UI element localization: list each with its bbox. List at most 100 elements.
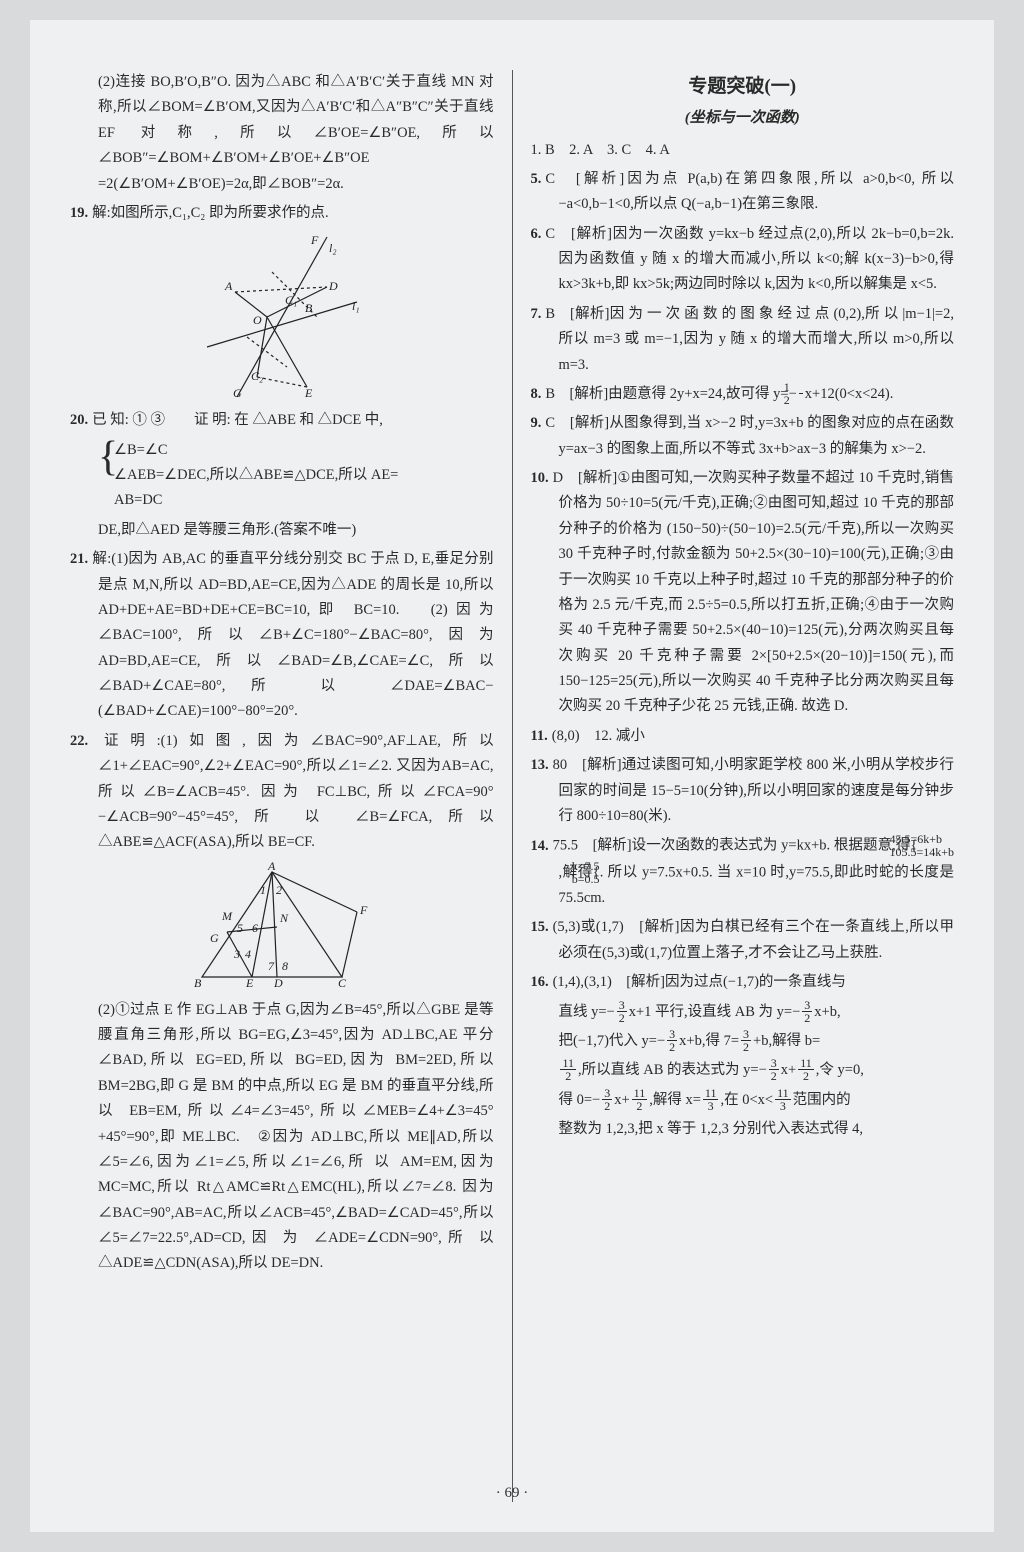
- p16-l3: 112,所以直线 AB 的表达式为 y=−32x+112,令 y=0,: [530, 1058, 954, 1083]
- p15-text: (5,3)或(1,7) [解析]因为白棋已经有三个在一条直线上,所以甲必须在(5…: [553, 919, 954, 960]
- p22-num: 22.: [70, 733, 88, 749]
- p21-text: 解:(1)因为 AB,AC 的垂直平分线分别交 BC 于点 D, E,垂足分别是…: [92, 551, 493, 719]
- page-sheet: (2)连接 BO,B′O,B″O. 因为△ABC 和△A′B′C′关于直线 MN…: [30, 20, 994, 1532]
- svg-text:F: F: [310, 233, 319, 247]
- p11-num: 11.: [530, 728, 547, 744]
- right-column: 专题突破(一) (坐标与一次函数) 1. B 2. A 3. C 4. A 5.…: [530, 70, 954, 1502]
- p10-num: 10.: [530, 470, 548, 486]
- p20-brace: { ∠B=∠C ∠AEB=∠DEC,所以△ABE≌△DCE,所以 AE= AB=…: [70, 438, 494, 514]
- p13: 13. 80 [解析]通过读图可知,小明家距学校 800 米,小明从学校步行回家的…: [530, 753, 954, 829]
- svg-text:G: G: [233, 386, 242, 400]
- p15: 15. (5,3)或(1,7) [解析]因为白棋已经有三个在一条直线上,所以甲必须…: [530, 915, 954, 966]
- geo-figure-1: F l₂ A D O B C₁ l₁ C₂ G E: [197, 232, 367, 402]
- p14: 14.75.5 [解析]设一次函数的表达式为 y=kx+b. 根据题意,得{45…: [530, 833, 954, 911]
- svg-text:C: C: [338, 976, 347, 990]
- p9-num: 9.: [530, 415, 541, 431]
- left-column: (2)连接 BO,B′O,B″O. 因为△ABC 和△A′B′C′关于直线 MN…: [70, 70, 494, 1502]
- p7-num: 7.: [530, 306, 541, 322]
- p21: 21.解:(1)因为 AB,AC 的垂直平分线分别交 BC 于点 D, E,垂足…: [70, 547, 494, 725]
- svg-text:6: 6: [252, 921, 258, 935]
- p19-figure: F l₂ A D O B C₁ l₁ C₂ G E: [70, 232, 494, 402]
- geo-figure-2: A M N F G 12 56 34 78 B E D C: [182, 862, 382, 992]
- p20-l3: AB=DC: [114, 488, 494, 513]
- svg-text:8: 8: [282, 959, 288, 973]
- p7: 7.B [解析]因 为 一 次 函 数 的 图 象 经 过 点 (0,2),所 …: [530, 302, 954, 378]
- svg-text:A: A: [224, 279, 233, 293]
- p22-part1: 22.证明:(1)如图,因为∠BAC=90°,AF⊥AE,所以∠1+∠EAC=9…: [70, 729, 494, 856]
- svg-text:5: 5: [237, 921, 243, 935]
- svg-text:M: M: [221, 909, 233, 923]
- p6-num: 6.: [530, 226, 541, 242]
- p22-part2: (2)①过点 E 作 EG⊥AB 于点 G,因为∠B=45°,所以△GBE 是等…: [70, 998, 494, 1277]
- p6-text: C [解析]因为一次函数 y=kx−b 经过点(2,0),所以 2k−b=0,b…: [545, 226, 954, 293]
- p16-l4: 得 0=−32x+112,解得 x=113,在 0<x<113范围内的: [530, 1088, 954, 1113]
- p8-b: x+12(0<x<24).: [805, 386, 894, 402]
- p20-l4: DE,即△AED 是等腰三角形.(答案不唯一): [70, 518, 494, 543]
- p14-b: . 所以 y=7.5x+0.5. 当 x=10 时,y=75.5,即此时蛇的长度…: [558, 864, 954, 906]
- svg-text:B: B: [305, 301, 313, 315]
- p18-continuation: (2)连接 BO,B′O,B″O. 因为△ABC 和△A′B′C′关于直线 MN…: [70, 70, 494, 197]
- svg-text:l₁: l₁: [352, 299, 360, 313]
- p20-l1: ∠B=∠C: [114, 438, 494, 463]
- p19-num: 19.: [70, 205, 88, 221]
- p10-text: D [解析]①由图可知,一次购买种子数量不超过 10 千克时,销售价格为 50÷…: [553, 470, 954, 714]
- svg-text:C₁: C₁: [285, 293, 297, 307]
- p8-num: 8.: [530, 386, 541, 402]
- p19-text: 解:如图所示,C₁,C₂ 即为所要求作的点.: [92, 205, 328, 221]
- svg-text:l₂: l₂: [329, 241, 337, 255]
- section-subtitle: (坐标与一次函数): [530, 105, 954, 131]
- svg-text:2: 2: [276, 883, 282, 897]
- svg-text:G: G: [210, 931, 219, 945]
- p8-a: B [解析]由题意得 2y+x=24,故可得 y=−: [545, 386, 796, 402]
- svg-text:F: F: [359, 903, 368, 917]
- p8: 8.B [解析]由题意得 2y+x=24,故可得 y=−12x+12(0<x<2…: [530, 382, 954, 407]
- p16-l2: 把(−1,7)代入 y=−32x+b,得 7=32+b,解得 b=: [530, 1029, 954, 1054]
- svg-text:3: 3: [233, 947, 240, 961]
- p13-text: 80 [解析]通过读图可知,小明家距学校 800 米,小明从学校步行回家的时间是…: [553, 757, 954, 824]
- p20-num: 20.: [70, 412, 88, 428]
- p14-num: 14.: [530, 838, 548, 854]
- svg-text:N: N: [279, 911, 289, 925]
- svg-text:O: O: [253, 313, 262, 327]
- p15-num: 15.: [530, 919, 548, 935]
- p14-a: 75.5 [解析]设一次函数的表达式为 y=kx+b. 根据题意,得{: [553, 838, 918, 854]
- p16-l1: 直线 y=−32x+1 平行,设直线 AB 为 y=−32x+b,: [530, 1000, 954, 1025]
- p21-num: 21.: [70, 551, 88, 567]
- p6: 6.C [解析]因为一次函数 y=kx−b 经过点(2,0),所以 2k−b=0…: [530, 222, 954, 298]
- p13-num: 13.: [530, 757, 548, 773]
- p9-text: C [解析]从图象得到,当 x>−2 时,y=3x+b 的图象对应的点在函数 y…: [545, 415, 954, 456]
- svg-text:1: 1: [260, 883, 266, 897]
- svg-text:E: E: [245, 976, 254, 990]
- svg-text:D: D: [328, 279, 338, 293]
- svg-text:D: D: [273, 976, 283, 990]
- p22-figure: A M N F G 12 56 34 78 B E D C: [70, 862, 494, 992]
- svg-text:4: 4: [245, 947, 251, 961]
- p5-num: 5.: [530, 171, 541, 187]
- p16-t0: (1,4),(3,1) [解析]因为过点(−1,7)的一条直线与: [553, 974, 846, 990]
- p16-l5: 整数为 1,2,3,把 x 等于 1,2,3 分别代入表达式得 4,: [530, 1117, 954, 1142]
- short-answers: 1. B 2. A 3. C 4. A: [530, 138, 954, 163]
- p10: 10. D [解析]①由图可知,一次购买种子数量不超过 10 千克时,销售价格为 …: [530, 466, 954, 720]
- p11-text: (8,0) 12. 减小: [552, 728, 645, 744]
- p16-l0: 16. (1,4),(3,1) [解析]因为过点(−1,7)的一条直线与: [530, 970, 954, 995]
- p20-l2: ∠AEB=∠DEC,所以△ABE≌△DCE,所以 AE=: [114, 463, 494, 488]
- page-number: · 69 ·: [30, 1485, 994, 1502]
- column-divider: [512, 70, 513, 1502]
- svg-text:7: 7: [268, 959, 275, 973]
- svg-text:E: E: [304, 386, 313, 400]
- p11: 11. (8,0) 12. 减小: [530, 724, 954, 749]
- p19: 19.解:如图所示,C₁,C₂ 即为所要求作的点.: [70, 201, 494, 226]
- p20-l0: 已 知: ① ③ 证 明: 在 △ABE 和 △DCE 中,: [92, 412, 383, 428]
- frac: 12: [799, 381, 803, 406]
- p5: 5.C [解析]因为点 P(a,b)在第四象限,所以 a>0,b<0, 所以−a…: [530, 167, 954, 218]
- p7-text: B [解析]因 为 一 次 函 数 的 图 象 经 过 点 (0,2),所 以 …: [545, 306, 954, 373]
- p22-text1: 证明:(1)如图,因为∠BAC=90°,AF⊥AE,所以∠1+∠EAC=90°,…: [92, 733, 493, 851]
- svg-text:C₂: C₂: [251, 369, 263, 383]
- p5-text: C [解析]因为点 P(a,b)在第四象限,所以 a>0,b<0, 所以−a<0…: [545, 171, 954, 212]
- section-title: 专题突破(一): [530, 70, 954, 103]
- p9: 9.C [解析]从图象得到,当 x>−2 时,y=3x+b 的图象对应的点在函数…: [530, 411, 954, 462]
- p20: 20.已 知: ① ③ 证 明: 在 △ABE 和 △DCE 中,: [70, 408, 494, 433]
- svg-text:B: B: [194, 976, 202, 990]
- p16-num: 16.: [530, 974, 548, 990]
- svg-text:A: A: [267, 862, 276, 873]
